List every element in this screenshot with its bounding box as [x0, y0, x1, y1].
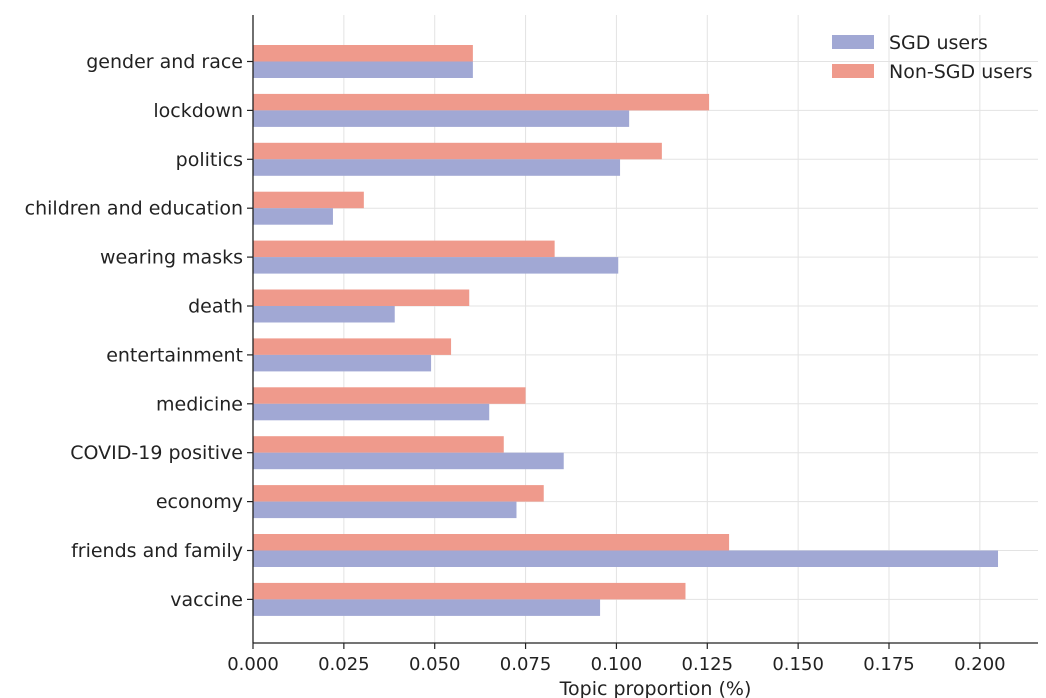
bar-sgd — [253, 452, 564, 470]
bar-non-sgd — [253, 142, 662, 160]
category-label: vaccine — [170, 589, 243, 611]
x-tick-label: 0.050 — [409, 654, 461, 675]
category-label: wearing masks — [100, 247, 243, 269]
bar-sgd — [253, 354, 432, 372]
x-tick-label: 0.175 — [863, 654, 915, 675]
x-tick-label: 0.075 — [500, 654, 552, 675]
category-labels: gender and race lockdown politics children … — [25, 51, 243, 611]
bar-non-sgd — [253, 191, 364, 209]
bar-non-sgd — [253, 45, 473, 62]
bar-non-sgd — [253, 485, 544, 502]
bars — [253, 45, 999, 616]
bar-sgd — [253, 599, 601, 616]
bar-sgd — [253, 257, 619, 274]
category-label: COVID-19 positive — [70, 442, 243, 464]
x-tick-label: 0.200 — [954, 654, 1006, 675]
x-tick-label: 0.000 — [227, 654, 279, 675]
category-label: medicine — [156, 393, 243, 415]
category-label: gender and race — [86, 51, 243, 73]
bar-sgd — [253, 403, 490, 421]
bar-non-sgd — [253, 240, 555, 258]
bar-non-sgd — [253, 387, 526, 404]
bar-sgd — [253, 110, 630, 127]
legend-swatch-sgd — [832, 35, 874, 49]
bar-non-sgd — [253, 93, 710, 111]
x-tick-label: 0.150 — [772, 654, 824, 675]
legend-label-non-sgd: Non-SGD users — [889, 61, 1033, 83]
category-label: economy — [156, 491, 243, 513]
category-label: lockdown — [153, 100, 243, 122]
x-tick-label: 0.025 — [318, 654, 370, 675]
ticks: 0.000 0.025 0.050 0.075 0.100 0.125 0.150 0.175… — [227, 60, 1006, 675]
category-label: politics — [176, 149, 243, 171]
category-label: friends and family — [71, 540, 243, 562]
bar-non-sgd — [253, 338, 452, 355]
bar-sgd — [253, 306, 395, 323]
bar-non-sgd — [253, 534, 730, 551]
x-tick-label: 0.125 — [682, 654, 734, 675]
legend-label-sgd: SGD users — [889, 32, 988, 54]
bar-sgd — [253, 208, 333, 225]
axes — [252, 15, 1038, 644]
category-label: death — [188, 296, 243, 318]
bar-sgd — [253, 550, 999, 567]
category-label: children and education — [25, 198, 243, 220]
legend-swatch-non-sgd — [832, 64, 874, 78]
bar-sgd — [253, 159, 621, 176]
x-axis-title: Topic proportion (%) — [559, 678, 752, 698]
bar-sgd — [253, 501, 517, 519]
bar-sgd — [253, 61, 473, 78]
x-tick-label: 0.100 — [591, 654, 643, 675]
bar-non-sgd — [253, 436, 504, 453]
bar-non-sgd — [253, 582, 686, 600]
legend: SGD users Non-SGD users — [832, 32, 1033, 83]
bar-non-sgd — [253, 289, 470, 306]
category-label: entertainment — [106, 344, 243, 366]
